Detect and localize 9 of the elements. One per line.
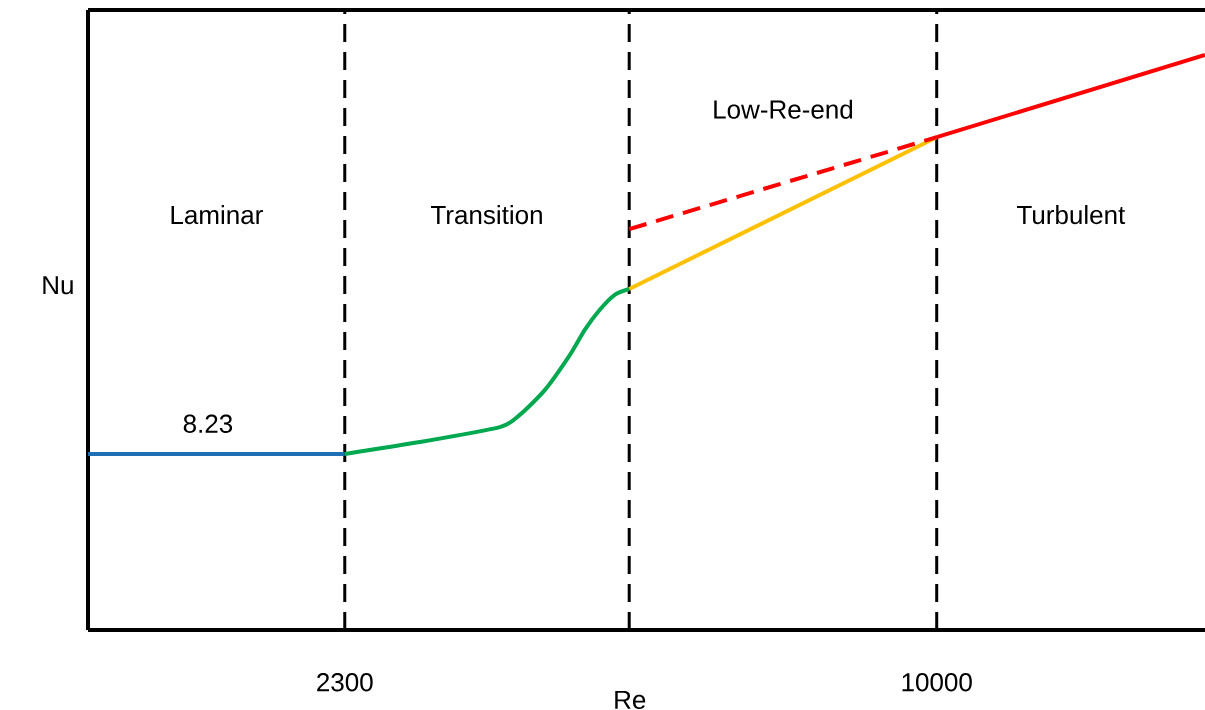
data-label: 8.23 xyxy=(183,414,233,433)
x-tick-label: 2300 xyxy=(317,673,373,692)
x-axis-title: Re xyxy=(615,690,646,710)
annotation: Laminar xyxy=(171,205,263,225)
annotation: Low-Re-end xyxy=(714,99,853,119)
y-axis-title: Nu xyxy=(43,276,73,295)
annotation: Transition xyxy=(430,205,542,225)
annotation: Turbulent xyxy=(1017,205,1126,225)
x-tick-label: 10000 xyxy=(902,673,972,692)
